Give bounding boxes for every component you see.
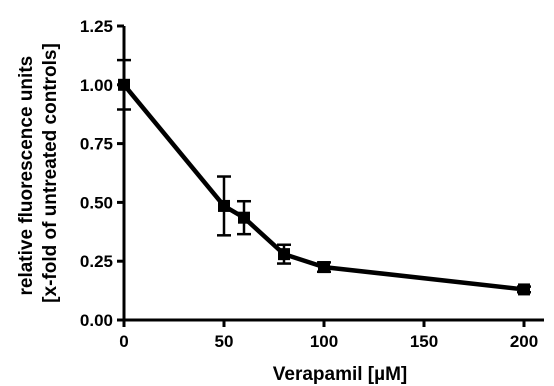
y-axis-title-line-2: [x-fold of untreated controls]	[40, 43, 61, 303]
x-tick-label: 50	[215, 332, 234, 351]
y-ticks: 0.00 0.25 0.50 0.75 1.00 1.25	[80, 17, 124, 330]
y-axis-title-line-1: relative fluorescence units	[16, 56, 37, 296]
y-tick-label: 1.00	[80, 76, 113, 95]
data-point	[318, 261, 330, 274]
data-point	[118, 78, 130, 91]
x-tick-label: 100	[310, 332, 338, 351]
data-markers	[118, 78, 530, 296]
data-point	[518, 283, 530, 296]
x-tick-label: 0	[119, 332, 128, 351]
data-point	[218, 199, 230, 212]
y-tick-label: 0.75	[80, 135, 113, 154]
y-tick-label: 1.25	[80, 17, 113, 36]
y-axis-title: relative fluorescence units [x-fold of u…	[16, 43, 61, 303]
y-tick-label: 0.50	[80, 193, 113, 212]
x-axis-title: Verapamil [µM]	[273, 364, 407, 385]
series-line	[122, 83, 525, 292]
x-tick-label: 150	[410, 332, 438, 351]
error-bars	[117, 58, 531, 294]
data-point	[278, 248, 290, 261]
x-tick-label: 200	[510, 332, 538, 351]
y-tick-label: 0.25	[80, 252, 113, 271]
axes: 0.00 0.25 0.50 0.75 1.00 1.25 0 50 100 150 200	[80, 17, 544, 351]
x-ticks: 0 50 100 150 200	[119, 320, 538, 351]
data-point	[238, 211, 250, 224]
y-tick-label: 0.00	[80, 311, 113, 330]
